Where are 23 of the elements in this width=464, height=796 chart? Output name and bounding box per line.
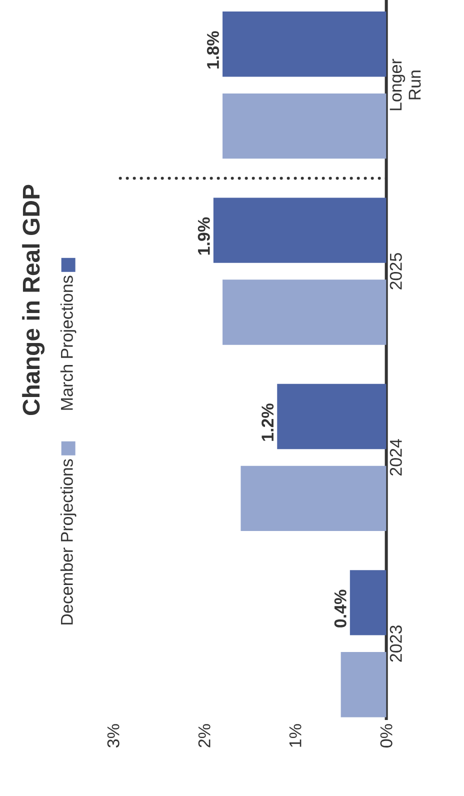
bar xyxy=(222,280,386,345)
y-tick-label: 2023 xyxy=(390,626,402,662)
legend-label: March Projections xyxy=(60,276,76,410)
bar xyxy=(240,466,386,532)
bar xyxy=(213,198,386,263)
y-tick-label: Longer Run xyxy=(390,58,421,110)
text: Change in Real GDP xyxy=(22,184,44,416)
bar xyxy=(222,12,386,77)
x-tick-label: 3% xyxy=(107,724,120,748)
bar xyxy=(350,570,386,636)
data-label: 1.9% xyxy=(198,217,210,255)
bar xyxy=(222,93,386,159)
bar xyxy=(276,384,386,450)
y-tick-label: 2025 xyxy=(390,253,402,290)
data-label: 1.2% xyxy=(261,404,274,441)
legend-label: December Projections xyxy=(60,459,76,624)
x-tick-label: 2% xyxy=(198,724,210,748)
data-label: 1.8% xyxy=(206,31,219,68)
y-tick-label: 2024 xyxy=(390,439,402,476)
x-tick-label: 1% xyxy=(289,724,302,747)
bar xyxy=(340,652,386,718)
data-label: 0.4% xyxy=(334,590,346,628)
x-tick-label: 0% xyxy=(380,724,392,748)
